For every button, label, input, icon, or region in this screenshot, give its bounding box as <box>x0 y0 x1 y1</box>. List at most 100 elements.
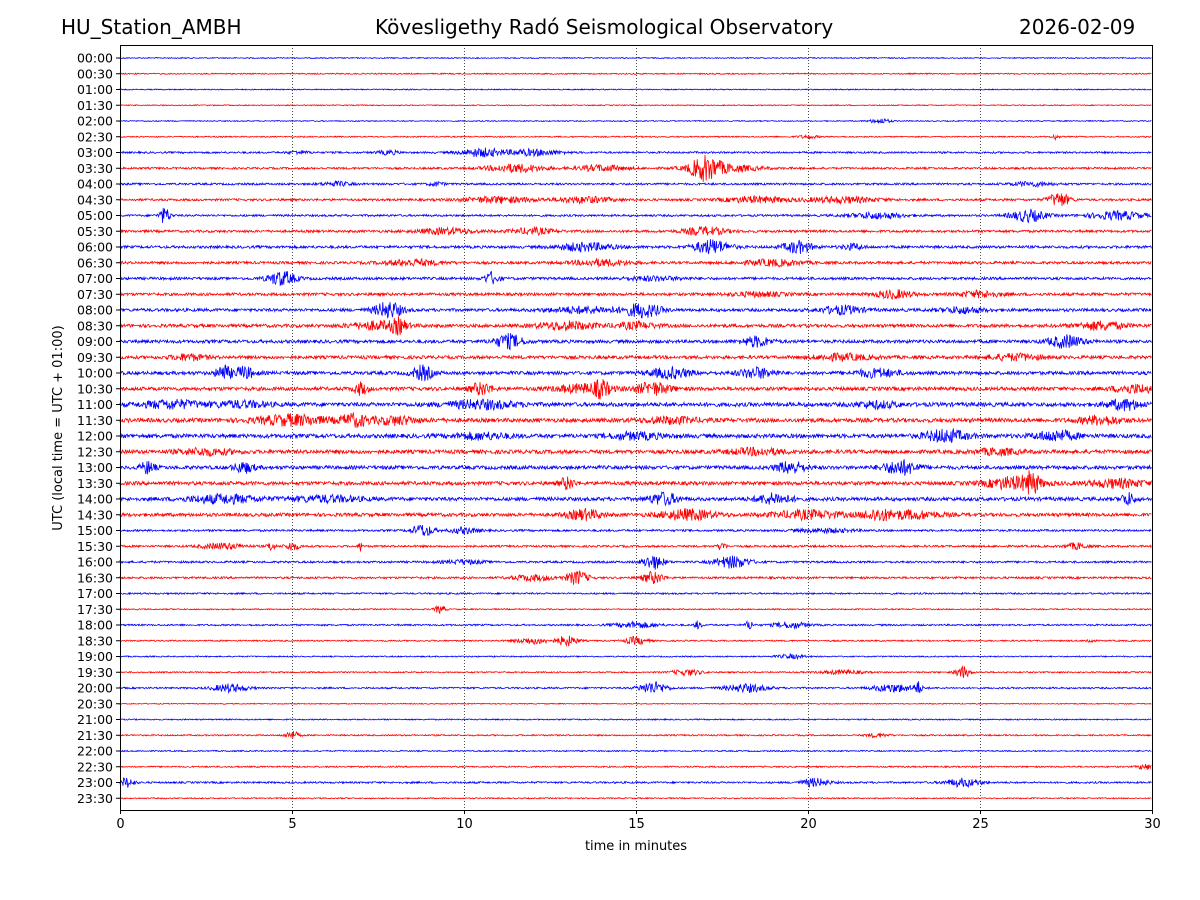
x-tick-label: 20 <box>800 817 817 832</box>
y-tick-label: 05:30 <box>77 224 113 239</box>
trace-2300 <box>119 777 1152 789</box>
y-tick-label: 00:00 <box>77 51 113 66</box>
y-tick-label: 23:00 <box>77 775 113 790</box>
trace-0830 <box>119 316 1152 336</box>
trace-0400 <box>119 180 1152 189</box>
y-tick-label: 06:00 <box>77 240 113 255</box>
y-tick-label: 15:30 <box>77 539 113 554</box>
trace-1300 <box>119 459 1152 476</box>
y-tick-label: 12:00 <box>77 429 113 444</box>
y-tick-label: 08:30 <box>77 318 113 333</box>
y-tick-label: 10:30 <box>77 381 113 396</box>
grid-lines <box>292 45 981 810</box>
trace-1630 <box>119 570 1152 585</box>
trace-1130 <box>119 412 1152 429</box>
trace-0900 <box>119 332 1152 351</box>
trace-0500 <box>119 207 1152 224</box>
y-tick-label: 03:00 <box>77 145 113 160</box>
x-axis: 0 5 10 15 20 25 30 <box>116 810 1161 832</box>
trace-2000 <box>119 681 1152 694</box>
x-tick-label: 0 <box>116 817 124 832</box>
trace-0230 <box>119 133 1152 141</box>
x-tick-label: 10 <box>456 817 473 832</box>
y-tick-label: 16:00 <box>77 555 113 570</box>
y-tick-label: 09:30 <box>77 350 113 365</box>
y-tick-label: 06:30 <box>77 255 113 270</box>
trace-2130 <box>119 730 1152 739</box>
y-tick-label: 01:00 <box>77 82 113 97</box>
y-tick-label: 17:00 <box>77 586 113 601</box>
x-tick-label: 15 <box>628 817 645 832</box>
chart-date: 2026-02-09 <box>1019 15 1136 39</box>
trace-0330 <box>119 154 1152 182</box>
trace-0630 <box>119 257 1152 268</box>
trace-0600 <box>119 239 1152 255</box>
trace-2200 <box>119 749 1152 753</box>
y-tick-label: 05:00 <box>77 208 113 223</box>
y-tick-label: 20:30 <box>77 696 113 711</box>
y-tick-label: 11:30 <box>77 413 113 428</box>
trace-0200 <box>119 118 1152 124</box>
y-tick-label: 15:00 <box>77 523 113 538</box>
y-tick-label: 07:00 <box>77 271 113 286</box>
trace-1200 <box>119 427 1152 444</box>
trace-1600 <box>119 555 1152 570</box>
y-tick-label: 02:00 <box>77 114 113 129</box>
plot-frame <box>120 45 1153 811</box>
trace-lines <box>119 56 1152 800</box>
y-tick-label: 08:00 <box>77 303 113 318</box>
y-tick-label: 12:30 <box>77 444 113 459</box>
trace-1030 <box>119 379 1152 400</box>
trace-1500 <box>119 524 1152 537</box>
y-tick-label: 21:00 <box>77 712 113 727</box>
trace-0700 <box>119 270 1152 287</box>
y-tick-label: 18:30 <box>77 633 113 648</box>
trace-1800 <box>119 619 1152 630</box>
y-tick-label: 02:30 <box>77 129 113 144</box>
trace-0030 <box>119 72 1152 76</box>
trace-1430 <box>119 507 1152 522</box>
trace-0930 <box>119 352 1152 363</box>
y-tick-label: 21:30 <box>77 728 113 743</box>
x-tick-label: 5 <box>288 817 296 832</box>
trace-1230 <box>119 446 1152 457</box>
y-tick-label: 16:30 <box>77 570 113 585</box>
trace-1330 <box>119 470 1152 495</box>
y-tick-label: 17:30 <box>77 602 113 617</box>
y-tick-label: 19:00 <box>77 649 113 664</box>
y-tick-label: 09:00 <box>77 334 113 349</box>
trace-1100 <box>119 398 1152 412</box>
trace-1400 <box>119 491 1152 507</box>
y-tick-label: 04:00 <box>77 177 113 192</box>
y-tick-label: 11:00 <box>77 397 113 412</box>
y-tick-label: 19:30 <box>77 665 113 680</box>
y-tick-label: 14:30 <box>77 507 113 522</box>
trace-0730 <box>119 289 1152 300</box>
y-tick-label: 00:30 <box>77 66 113 81</box>
trace-0800 <box>119 301 1152 319</box>
trace-0430 <box>119 193 1152 207</box>
trace-0530 <box>119 225 1152 237</box>
trace-2030 <box>119 702 1152 706</box>
y-tick-label: 04:30 <box>77 192 113 207</box>
chart-title: Kövesligethy Radó Seismological Observat… <box>375 15 834 39</box>
y-tick-label: 07:30 <box>77 287 113 302</box>
trace-0100 <box>119 88 1152 91</box>
trace-1000 <box>119 364 1152 382</box>
trace-1900 <box>119 652 1152 661</box>
trace-2230 <box>119 763 1152 771</box>
y-tick-label: 10:00 <box>77 366 113 381</box>
y-tick-label: 03:30 <box>77 161 113 176</box>
trace-1930 <box>119 665 1152 678</box>
y-tick-label: 14:00 <box>77 492 113 507</box>
trace-2100 <box>119 718 1152 721</box>
trace-1530 <box>119 541 1152 552</box>
x-tick-label: 30 <box>1144 817 1161 832</box>
station-name: HU_Station_AMBH <box>61 15 242 39</box>
y-axis-label: UTC (local time = UTC + 01:00) <box>51 325 66 530</box>
y-axis: 00:0000:3001:0001:3002:0002:3003:0003:30… <box>77 51 120 806</box>
trace-2330 <box>119 796 1152 800</box>
x-tick-label: 25 <box>972 817 989 832</box>
trace-1700 <box>119 591 1152 596</box>
